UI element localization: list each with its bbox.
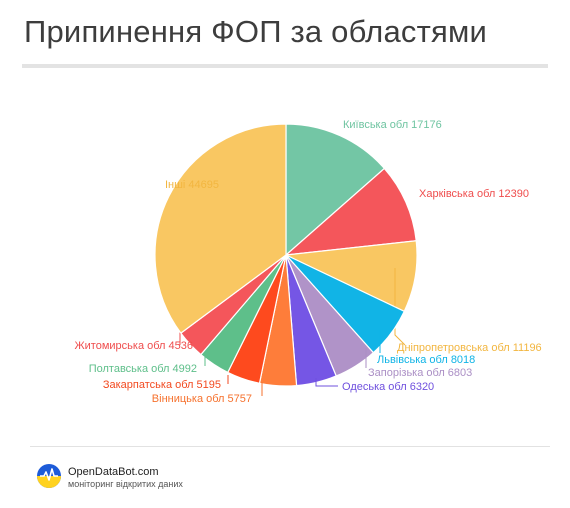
slice-label: Львівська обл 8018 <box>377 354 475 366</box>
slice-label: Вінницька обл 5757 <box>152 393 252 405</box>
slice-label: Полтавська обл 4992 <box>89 363 197 375</box>
slice-label: Дніпропетровська обл 11196 <box>397 342 542 354</box>
pie-chart: Київська обл 17176 Харківська обл 12390 Дн… <box>75 119 542 405</box>
label-leader-line <box>394 268 406 346</box>
slice-label: Запорізька обл 6803 <box>368 367 472 379</box>
slice-label: Інші 44695 <box>165 179 219 191</box>
slice-label: Житомирська обл 4536 <box>75 340 194 352</box>
slice-label: Київська обл 17176 <box>343 119 442 131</box>
footer-divider <box>30 446 550 447</box>
brand-tagline: моніторинг відкритих даних <box>68 479 183 489</box>
label-leader-line <box>315 378 338 387</box>
chart-title: Припинення ФОП за областями <box>24 14 488 49</box>
pie-slice <box>284 167 417 256</box>
slice-label: Закарпатська обл 5195 <box>103 379 221 391</box>
slice-label: Одеська обл 6320 <box>342 381 434 393</box>
brand-name: OpenDataBot.com <box>68 466 159 478</box>
title-divider <box>22 64 548 68</box>
pie-slice <box>154 123 287 334</box>
opendatabot-logo-icon <box>37 464 61 488</box>
slice-label: Харківська обл 12390 <box>419 188 529 200</box>
pie-slice <box>285 123 386 257</box>
